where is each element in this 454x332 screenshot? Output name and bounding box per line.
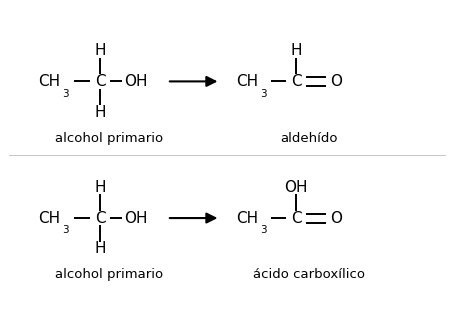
Text: OH: OH	[284, 180, 308, 195]
Text: CH: CH	[236, 74, 258, 89]
Text: CH: CH	[38, 74, 60, 89]
Text: 3: 3	[63, 89, 69, 99]
Text: ácido carboxílico: ácido carboxílico	[253, 269, 365, 282]
Text: H: H	[94, 105, 106, 120]
Text: C: C	[95, 74, 105, 89]
Text: CH: CH	[236, 210, 258, 225]
Text: 3: 3	[261, 225, 267, 235]
Text: OH: OH	[124, 74, 148, 89]
Text: H: H	[94, 180, 106, 195]
Text: H: H	[94, 43, 106, 58]
Text: O: O	[330, 210, 342, 225]
Text: OH: OH	[124, 210, 148, 225]
Text: C: C	[291, 74, 301, 89]
Text: C: C	[95, 210, 105, 225]
Text: 3: 3	[63, 225, 69, 235]
Text: alcohol primario: alcohol primario	[55, 269, 163, 282]
Text: 3: 3	[261, 89, 267, 99]
Text: CH: CH	[38, 210, 60, 225]
Text: H: H	[290, 43, 302, 58]
Text: H: H	[94, 241, 106, 256]
Text: alcohol primario: alcohol primario	[55, 132, 163, 145]
Text: aldehído: aldehído	[281, 132, 338, 145]
Text: C: C	[291, 210, 301, 225]
Text: O: O	[330, 74, 342, 89]
